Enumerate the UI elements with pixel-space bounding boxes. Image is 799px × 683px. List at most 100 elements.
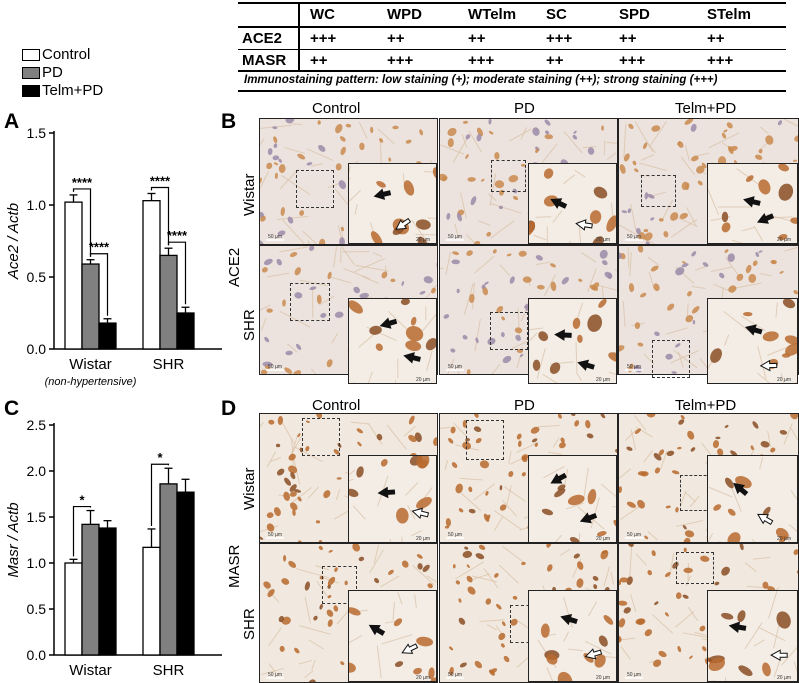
nucleus xyxy=(419,291,426,295)
tissue-fiber xyxy=(349,165,351,175)
nucleus xyxy=(545,130,550,135)
tissue-fiber xyxy=(330,276,352,284)
nucleus xyxy=(499,504,507,511)
nucleus xyxy=(723,129,728,133)
arrow-shape xyxy=(554,329,572,341)
tissue-fiber xyxy=(488,193,497,202)
nucleus xyxy=(456,213,462,222)
tissue-fiber xyxy=(674,216,698,228)
tissue-fiber xyxy=(468,130,483,153)
nucleus xyxy=(715,436,721,440)
magnified-region-box xyxy=(676,552,714,584)
nucleus xyxy=(405,340,422,351)
legend-label-control: Control xyxy=(42,46,91,63)
nucleus xyxy=(485,598,492,605)
nucleus xyxy=(333,605,339,612)
nucleus xyxy=(469,293,475,304)
nucleus xyxy=(646,414,656,418)
tissue-fiber xyxy=(493,510,522,531)
tissue-fiber xyxy=(517,308,521,339)
arrow-shape xyxy=(577,359,595,371)
tissue-fiber xyxy=(502,545,527,565)
tissue-fiber xyxy=(781,646,797,666)
nucleus xyxy=(327,619,333,627)
tissue-fiber xyxy=(333,246,338,268)
nucleus xyxy=(654,601,659,606)
nucleus xyxy=(721,612,734,620)
tissue-fiber xyxy=(598,284,617,291)
tissue-fiber xyxy=(529,327,544,331)
tissue-fiber xyxy=(281,175,310,195)
tissue-fiber xyxy=(670,218,698,238)
nucleus xyxy=(487,337,496,345)
tissue-fiber xyxy=(425,350,433,372)
arrow-shape xyxy=(395,217,412,230)
nucleus xyxy=(726,122,733,129)
nucleus xyxy=(635,618,645,625)
tissue-fiber xyxy=(349,469,356,476)
nucleus xyxy=(696,165,705,174)
tissue-fiber xyxy=(724,334,730,346)
tissue-fiber xyxy=(405,482,419,496)
tissue-fiber xyxy=(516,441,539,454)
nucleus xyxy=(724,425,729,428)
nucleus xyxy=(309,286,317,291)
magnified-inset: 20 µm xyxy=(528,298,617,384)
open-arrow xyxy=(401,643,419,654)
arrow-shape xyxy=(733,482,749,497)
nucleus xyxy=(623,607,631,614)
scale-bar-label: 50 µm xyxy=(268,364,282,370)
tissue-fiber xyxy=(757,372,771,383)
tissue-fiber xyxy=(353,257,386,273)
arrow-shape xyxy=(411,507,430,520)
tissue-fiber xyxy=(563,631,570,642)
nucleus xyxy=(758,179,771,195)
magnified-inset: 20 µm xyxy=(348,590,437,682)
tissue-fiber xyxy=(685,575,692,586)
nucleus xyxy=(691,306,700,314)
nucleus xyxy=(334,311,344,318)
tissue-fiber xyxy=(629,544,633,577)
tissue-fiber xyxy=(780,373,785,383)
nucleus xyxy=(494,573,499,578)
tissue-fiber xyxy=(648,271,655,289)
nucleus xyxy=(465,134,471,140)
panel-letter-c: C xyxy=(4,397,20,420)
tissue-fiber xyxy=(260,304,271,311)
legend-swatch-telm xyxy=(22,85,40,97)
tissue-fiber xyxy=(643,449,654,463)
nucleus xyxy=(714,581,720,586)
nucleus xyxy=(652,659,662,667)
magnified-inset: 20 µm xyxy=(707,455,798,543)
tissue-fiber xyxy=(610,203,614,216)
tissue-fiber xyxy=(784,246,798,252)
tissue-fiber xyxy=(295,568,330,579)
nucleus xyxy=(642,142,648,149)
nucleus xyxy=(592,575,599,581)
nucleus xyxy=(292,509,296,516)
magnified-region-box xyxy=(641,175,676,207)
nucleus xyxy=(557,414,562,419)
tissue-fiber xyxy=(279,311,311,328)
tissue-fiber xyxy=(568,648,583,652)
nucleus xyxy=(727,253,735,262)
nucleus xyxy=(549,362,561,374)
col-head-control-b: Control xyxy=(312,100,361,117)
nucleus xyxy=(388,157,392,162)
nucleus xyxy=(643,232,653,241)
tissue-fiber xyxy=(639,162,667,171)
nucleus xyxy=(467,586,476,595)
tissue-fiber xyxy=(563,131,583,154)
tissue-fiber xyxy=(483,568,499,589)
tissue-fiber xyxy=(493,516,504,532)
nucleus xyxy=(745,264,752,274)
nucleus xyxy=(476,127,484,137)
nucleus xyxy=(794,135,798,142)
nucleus xyxy=(408,415,415,425)
nucleus xyxy=(447,127,457,137)
tissue-fiber xyxy=(316,580,328,596)
tissue-fiber xyxy=(633,415,647,431)
table-cell: ++ xyxy=(310,52,328,69)
nucleus xyxy=(317,120,321,125)
nucleus xyxy=(405,139,412,144)
